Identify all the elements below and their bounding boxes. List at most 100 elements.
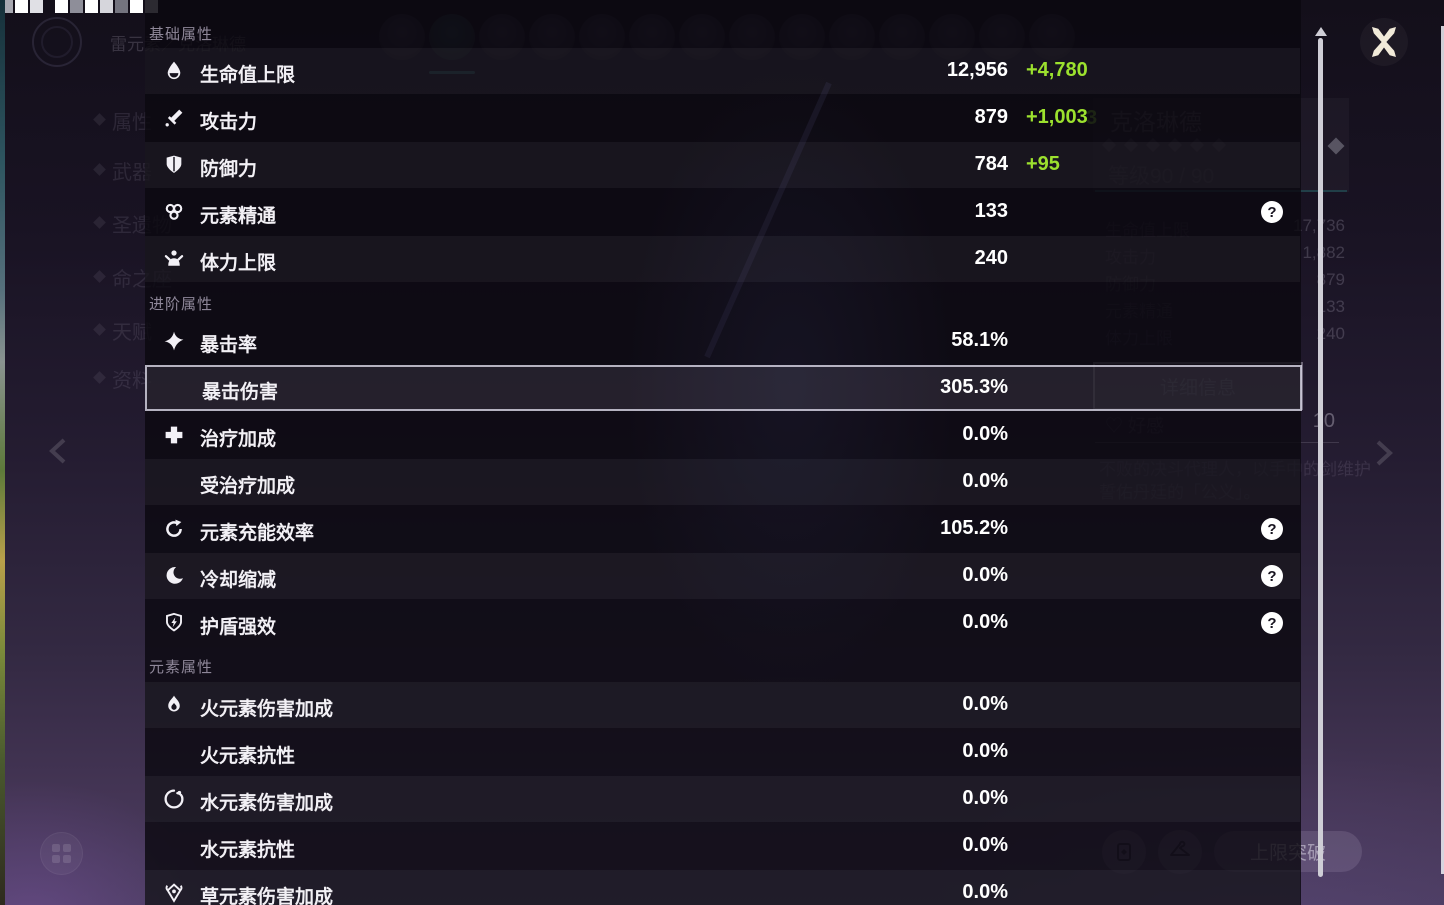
section-header-elemental: 元素属性 [149,659,214,676]
help-icon[interactable]: ? [1261,612,1283,634]
stat-label: 受治疗加成 [200,476,296,497]
nav-item-talents: 天赋 [112,322,152,344]
stat-value: 0.0% [962,740,1008,762]
stat-row-max-stamina[interactable]: 体力上限 240 [145,236,1300,282]
bg-stat-value: 1,882 [1302,243,1345,262]
stat-row-defense[interactable]: 防御力 784 +95 [145,142,1300,188]
section-header-base: 基础属性 [149,26,214,43]
stat-label: 火元素抗性 [200,746,296,767]
stat-row-max-hp[interactable]: 生命值上限 12,956 +4,780 [145,48,1300,94]
stat-value: 879 [974,106,1008,128]
stat-label: 暴击率 [200,335,258,356]
stat-label: 草元素伤害加成 [200,887,334,905]
attack-sword-icon [163,107,185,129]
bg-stat-value: 879 [1316,270,1345,289]
nav-item-weapon: 武器 [112,162,152,184]
stat-value: 0.0% [962,881,1008,903]
stat-row-incoming-healing-bonus[interactable]: 受治疗加成 0.0% [145,459,1300,505]
stat-value: 240 [974,247,1008,269]
defense-shield-icon [163,154,185,176]
cd-reduction-icon [163,565,185,587]
stat-row-dendro-dmg-bonus[interactable]: 草元素伤害加成 0.0% [145,870,1300,905]
stat-row-pyro-res[interactable]: 火元素抗性 0.0% [145,729,1300,775]
stat-label: 护盾强效 [200,617,277,638]
electro-element-icon [32,17,82,67]
hp-drop-icon [163,60,185,82]
scrollbar-thumb[interactable] [1318,38,1323,877]
healing-bonus-icon [163,424,185,446]
help-icon[interactable]: ? [1261,518,1283,540]
crit-rate-icon [163,330,185,352]
stat-label: 元素精通 [200,206,277,227]
stat-row-energy-recharge[interactable]: 元素充能效率 105.2% ? [145,506,1300,552]
elemental-mastery-icon [163,201,185,223]
stat-value: 0.0% [962,564,1008,586]
stat-value: 12,956 [946,59,1008,81]
nav-diamond-icon [93,216,106,229]
stat-label: 攻击力 [200,112,258,133]
nav-item-attributes: 属性 [112,112,152,134]
bg-stat-value: 240 [1316,324,1345,343]
character-splash-silhouette [575,60,1005,780]
stat-value: 0.0% [962,423,1008,445]
party-grid-button[interactable] [40,832,83,875]
stat-row-cd-reduction[interactable]: 冷却缩减 0.0% ? [145,553,1300,599]
stat-row-hydro-res[interactable]: 水元素抗性 0.0% [145,823,1300,869]
stat-delta: +95 [1026,153,1060,175]
nav-item-profile: 资料 [112,370,152,392]
stamina-icon [163,248,185,270]
bg-stat-value: 133 [1316,297,1345,316]
nav-diamond-icon [93,270,106,283]
stat-label: 水元素伤害加成 [200,793,334,814]
energy-recharge-icon [163,518,185,540]
attributes-panel: 基础属性 生命值上限 12,956 +4,780 攻击力 879 +1,003 … [145,0,1302,905]
stat-label: 生命值上限 [200,65,296,86]
world-edge-strip [0,0,5,905]
stat-row-elemental-mastery[interactable]: 元素精通 133 ? [145,189,1300,235]
stat-label: 暴击伤害 [202,382,279,403]
stat-value: 0.0% [962,611,1008,633]
stat-value: 105.2% [940,517,1008,539]
stat-label: 防御力 [200,159,258,180]
stat-row-crit-rate[interactable]: 暴击率 58.1% [145,318,1300,364]
stat-row-healing-bonus[interactable]: 治疗加成 0.0% [145,412,1300,458]
stat-value: 133 [974,200,1008,222]
stat-label: 冷却缩减 [200,570,277,591]
stat-delta: +1,003 [1026,106,1088,128]
stat-delta: +4,780 [1026,59,1088,81]
stat-value: 58.1% [951,329,1008,351]
stat-value: 305.3% [940,376,1008,398]
nav-diamond-icon [93,371,106,384]
stat-label: 体力上限 [200,253,277,274]
nav-diamond-icon [93,323,106,336]
stat-value: 0.0% [962,834,1008,856]
stat-row-crit-dmg-selected[interactable]: 暴击伤害 305.3% [145,365,1302,411]
grid-icon [52,844,71,863]
help-icon[interactable]: ? [1261,201,1283,223]
stat-value: 784 [974,153,1008,175]
pyro-icon [163,694,185,716]
stat-label: 元素充能效率 [200,523,315,544]
scrollbar-up-arrow-icon[interactable] [1314,27,1327,36]
help-icon[interactable]: ? [1261,565,1283,587]
section-header-advanced: 进阶属性 [149,296,214,313]
stat-row-pyro-dmg-bonus[interactable]: 火元素伤害加成 0.0% [145,682,1300,728]
stat-value: 0.0% [962,470,1008,492]
screen-edge-line [1441,26,1444,874]
dendro-icon [163,882,185,904]
stat-label: 火元素伤害加成 [200,699,334,720]
stat-value: 0.0% [962,787,1008,809]
shield-strength-icon [163,612,185,634]
close-button[interactable] [1360,18,1408,66]
stat-label: 水元素抗性 [200,840,296,861]
stat-row-shield-strength[interactable]: 护盾强效 0.0% ? [145,600,1300,646]
nav-diamond-icon [93,163,106,176]
stat-row-attack[interactable]: 攻击力 879 +1,003 [145,95,1300,141]
stat-row-hydro-dmg-bonus[interactable]: 水元素伤害加成 0.0% [145,776,1300,822]
close-icon [1372,27,1396,57]
next-character-arrow-icon[interactable] [1368,438,1398,468]
stat-label: 治疗加成 [200,429,277,450]
prev-character-arrow-icon[interactable] [44,436,74,466]
nav-diamond-icon [93,113,106,126]
